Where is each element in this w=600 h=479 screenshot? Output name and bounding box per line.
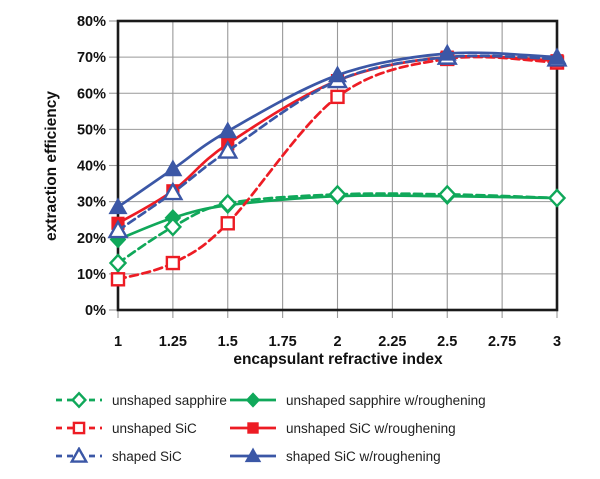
x-tick-label: 3: [553, 334, 561, 350]
marker-unshaped-sic-w-roughening-legend: [247, 422, 259, 434]
legend-swatch-diamond-filled-icon: [230, 392, 276, 408]
y-tick-label: 80%: [77, 14, 106, 30]
legend-swatch-triangle-filled-icon: [230, 447, 276, 463]
chart-legend: unshaped sapphire unshaped sapphire w/rou…: [55, 386, 486, 470]
y-tick-label: 70%: [77, 50, 106, 66]
marker-unshaped-sic: [330, 89, 345, 105]
marker-unshaped-sapphire: [328, 184, 347, 205]
legend-label: unshaped SiC: [112, 420, 197, 436]
marker-unshaped-sapphire-w-roughening-legend: [245, 392, 261, 408]
legend-swatch-square-open-icon: [56, 421, 102, 435]
marker-unshaped-sic: [110, 272, 126, 287]
marker-unshaped-sic: [165, 255, 181, 271]
legend-item-shaped-sic: shaped SiC: [55, 447, 229, 465]
x-tick-label: 1.75: [269, 334, 297, 350]
marker-unshaped-sapphire: [438, 184, 457, 205]
marker-shaped-sic: [107, 219, 129, 239]
legend-swatch-diamond-open-icon: [56, 391, 102, 409]
plot-border: [116, 19, 559, 312]
chart-canvas: 0% 10% 20% 30% 40% 50% 60% 70% 80% 1 1.25 1.5 1.75 2 2…: [77, 14, 568, 350]
marker-shaped-sic-w-roughening: [163, 159, 183, 177]
y-tick-label: 0%: [85, 303, 106, 319]
marker-shaped-sic: [217, 140, 239, 159]
legend-label: unshaped sapphire w/roughening: [286, 392, 486, 408]
x-tick-label: 1.5: [218, 334, 238, 350]
legend-item-unshaped-sapphire-w-roughening: unshaped sapphire w/roughening: [229, 391, 486, 409]
marker-shaped-sic-w-roughening: [327, 65, 348, 83]
legend-label: shaped SiC w/roughening: [286, 448, 441, 464]
marker-shaped-sic: [162, 181, 184, 201]
marker-unshaped-sic: [220, 216, 235, 231]
y-axis-title: extraction efficiency: [43, 91, 60, 241]
marker-shaped-sic-w-roughening: [547, 47, 567, 65]
x-tick-label: 2: [333, 334, 341, 350]
legend-label: shaped SiC: [112, 448, 182, 464]
y-tick-label: 60%: [77, 86, 106, 102]
legend-label: unshaped SiC w/roughening: [286, 420, 456, 436]
x-tick-label: 2.5: [437, 334, 457, 350]
y-tick-label: 30%: [77, 195, 106, 211]
marker-shaped-sic-w-roughening: [218, 121, 238, 139]
legend-label: unshaped sapphire: [112, 392, 227, 408]
marker-unshaped-sapphire-legend: [70, 391, 88, 409]
legend-item-shaped-sic-w-roughening: shaped SiC w/roughening: [229, 447, 486, 465]
marker-shaped-sic-legend: [69, 447, 89, 463]
marker-shaped-sic-w-roughening: [437, 43, 457, 61]
y-tick-label: 40%: [77, 159, 106, 175]
y-tick-label: 50%: [77, 122, 106, 138]
series-shaped-sic-w-roughening: [108, 43, 567, 215]
y-tick-label: 10%: [77, 267, 106, 283]
y-tick-label: 20%: [77, 231, 106, 247]
legend-swatch-square-filled-icon: [230, 422, 276, 434]
x-tick-label: 1: [114, 334, 122, 350]
marker-shaped-sic-w-roughening-legend: [244, 447, 262, 463]
legend-swatch-triangle-open-icon: [56, 447, 102, 463]
marker-unshaped-sapphire: [163, 217, 183, 237]
marker-unshaped-sapphire: [547, 188, 567, 208]
marker-unshaped-sic-legend: [72, 421, 86, 435]
marker-shaped-sic-w-roughening: [108, 197, 128, 215]
x-tick-label: 2.25: [378, 334, 406, 350]
legend-item-unshaped-sic: unshaped SiC: [55, 419, 229, 437]
x-tick-label: 1.25: [159, 334, 187, 350]
marker-unshaped-sapphire: [218, 193, 237, 214]
legend-item-unshaped-sapphire: unshaped sapphire: [55, 391, 229, 409]
marker-unshaped-sapphire: [108, 253, 128, 273]
series-unshaped-sapphire: [108, 184, 567, 273]
x-tick-label: 2.75: [488, 334, 516, 350]
x-axis-title: encapsulant refractive index: [233, 351, 443, 368]
legend-item-unshaped-sic-w-roughening: unshaped SiC w/roughening: [229, 419, 486, 437]
